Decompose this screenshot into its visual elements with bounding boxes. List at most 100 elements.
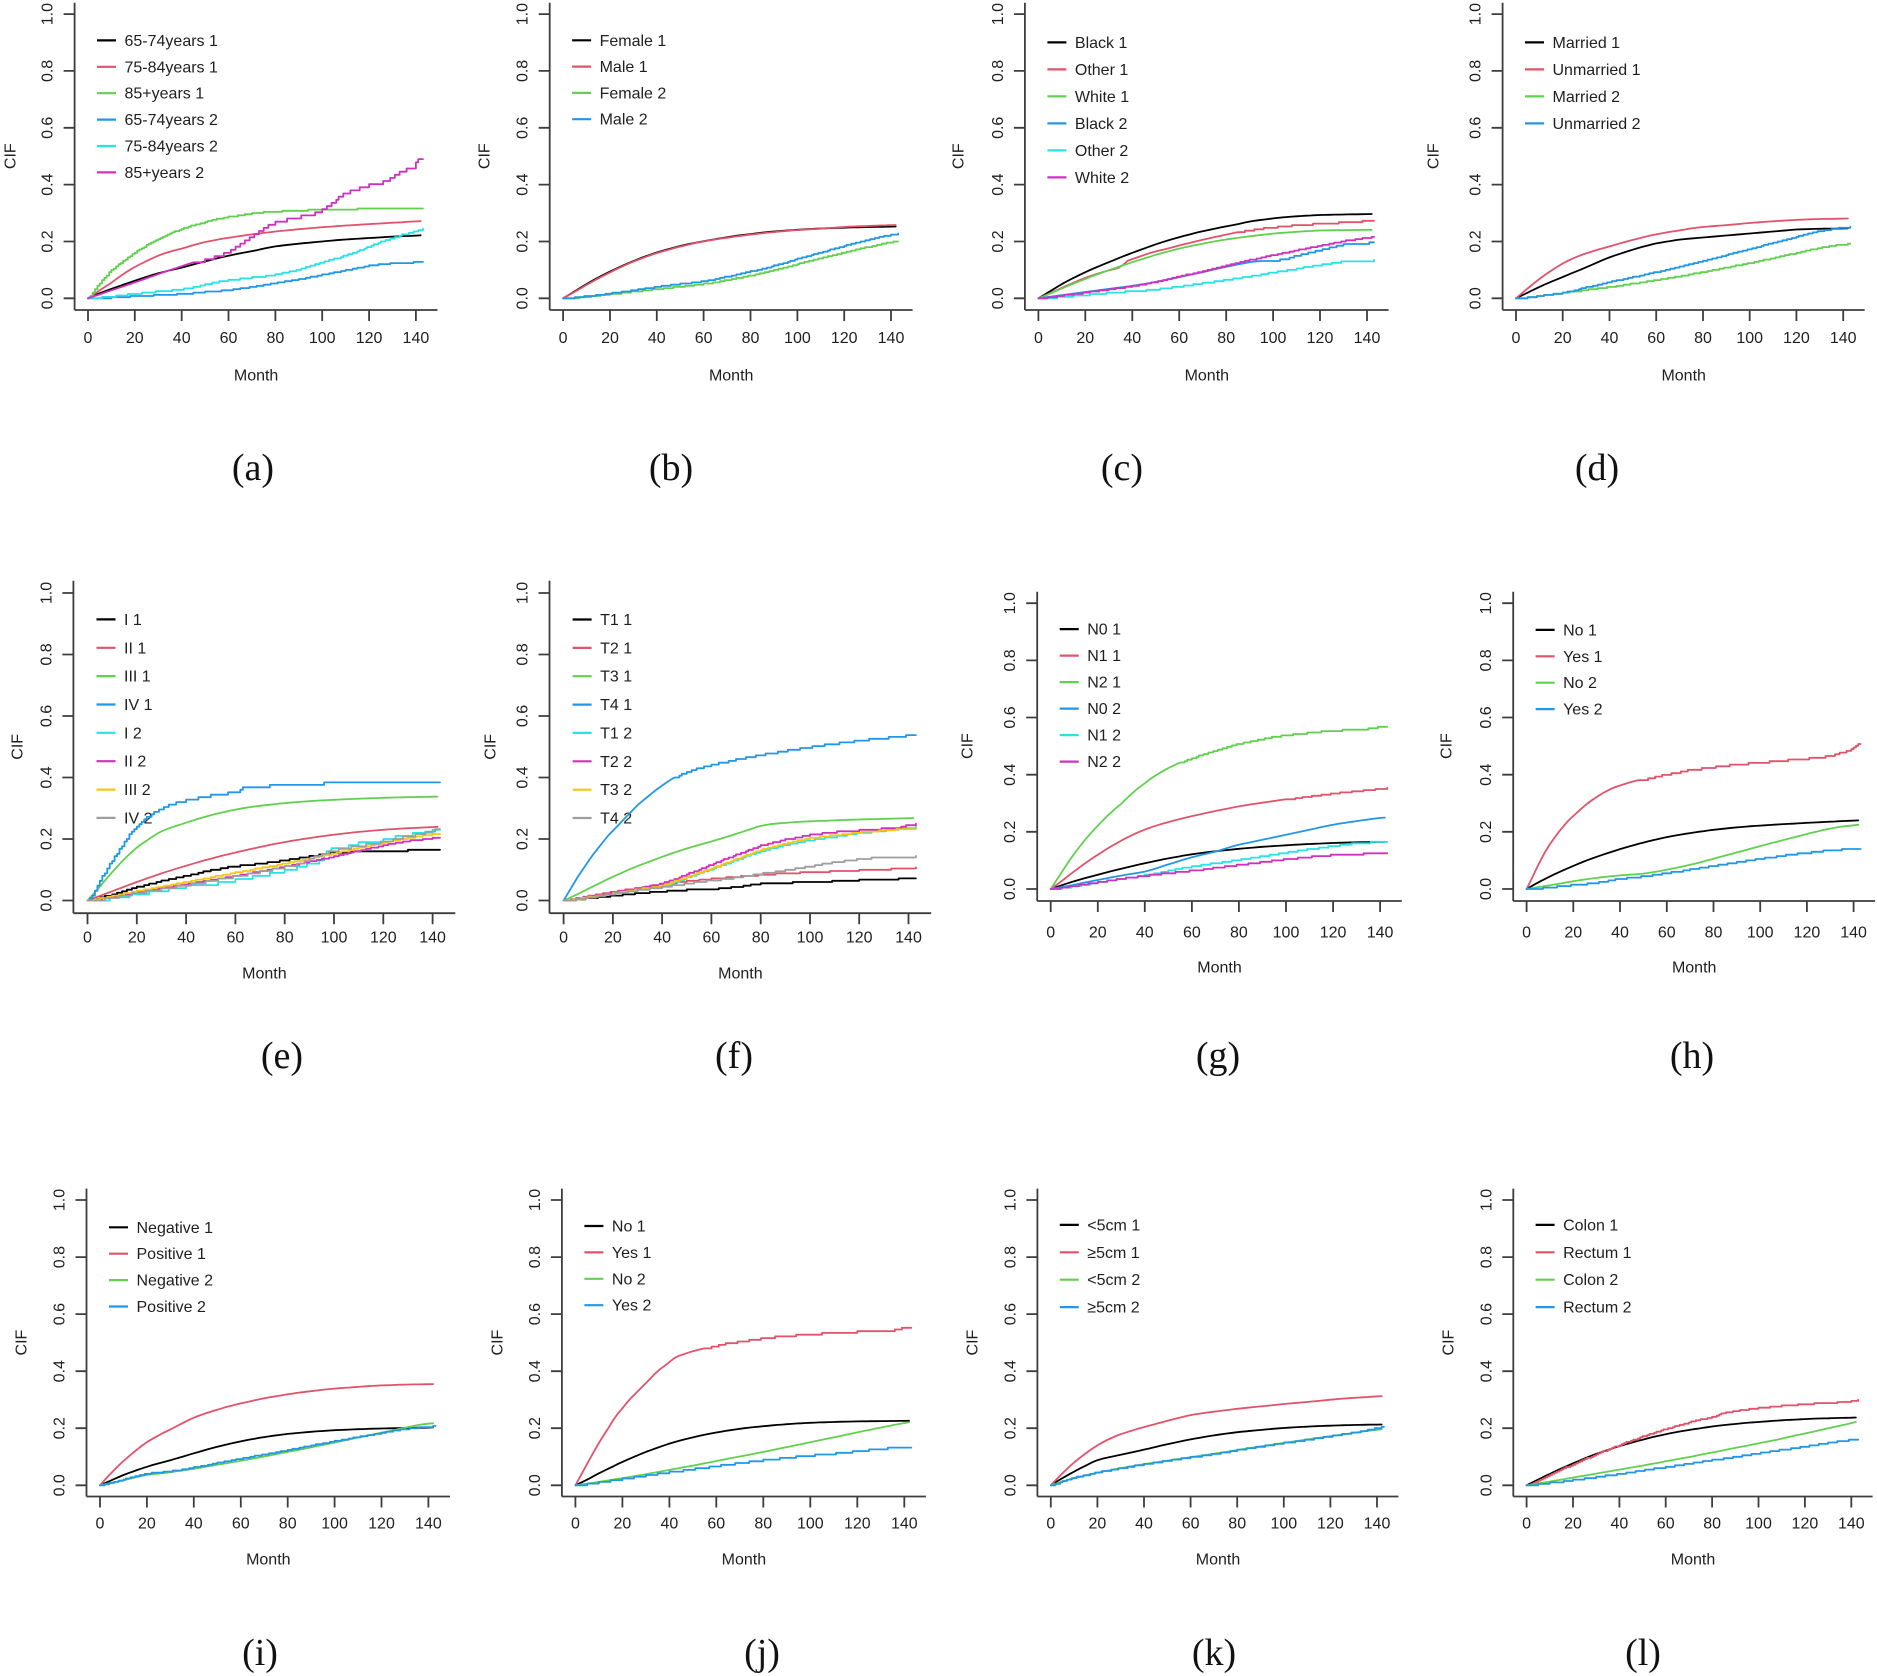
- svg-text:0.8: 0.8: [52, 1246, 69, 1268]
- svg-text:0.0: 0.0: [52, 1474, 69, 1496]
- svg-text:CIF: CIF: [10, 734, 27, 760]
- svg-text:20: 20: [128, 930, 146, 947]
- svg-text:Month: Month: [246, 1552, 290, 1569]
- svg-text:20: 20: [604, 930, 622, 947]
- svg-text:0.8: 0.8: [515, 60, 532, 82]
- svg-text:II 2: II 2: [124, 754, 146, 771]
- svg-text:CIF: CIF: [1441, 1329, 1458, 1355]
- svg-text:Unmarried 1: Unmarried 1: [1553, 62, 1641, 79]
- svg-text:80: 80: [742, 330, 760, 347]
- svg-text:1.0: 1.0: [515, 3, 532, 25]
- svg-text:20: 20: [1089, 925, 1107, 942]
- svg-text:1.0: 1.0: [1002, 592, 1019, 614]
- svg-text:0.2: 0.2: [1468, 230, 1485, 252]
- svg-text:T1 2: T1 2: [600, 725, 632, 742]
- svg-text:120: 120: [1307, 330, 1334, 347]
- svg-text:Month: Month: [242, 966, 286, 983]
- svg-text:T1 1: T1 1: [600, 612, 632, 629]
- svg-text:No 2: No 2: [612, 1271, 646, 1288]
- svg-text:CIF: CIF: [483, 734, 500, 760]
- svg-text:0: 0: [1046, 925, 1055, 942]
- svg-text:80: 80: [1694, 330, 1712, 347]
- svg-text:0.0: 0.0: [1468, 287, 1485, 309]
- svg-text:Other 2: Other 2: [1075, 143, 1128, 160]
- svg-text:1.0: 1.0: [1478, 1189, 1495, 1211]
- svg-text:40: 40: [653, 930, 671, 947]
- svg-text:60: 60: [1657, 1516, 1675, 1533]
- svg-text:CIF: CIF: [1439, 733, 1456, 759]
- svg-text:0.8: 0.8: [990, 60, 1007, 82]
- svg-text:1.0: 1.0: [1478, 592, 1495, 614]
- svg-text:White 2: White 2: [1075, 170, 1129, 187]
- svg-text:Month: Month: [1671, 1552, 1715, 1569]
- svg-text:0.4: 0.4: [1478, 763, 1495, 785]
- svg-text:N2 1: N2 1: [1087, 675, 1121, 692]
- svg-text:Yes 1: Yes 1: [612, 1245, 652, 1262]
- svg-text:Rectum 1: Rectum 1: [1563, 1245, 1632, 1262]
- svg-text:Month: Month: [1185, 368, 1229, 385]
- svg-text:0.4: 0.4: [52, 1360, 69, 1382]
- svg-text:≥5cm 2: ≥5cm 2: [1087, 1300, 1139, 1317]
- svg-text:Positive 2: Positive 2: [137, 1299, 206, 1316]
- svg-text:II 1: II 1: [124, 640, 146, 657]
- svg-text:0.6: 0.6: [1478, 706, 1495, 728]
- svg-text:20: 20: [1564, 925, 1582, 942]
- svg-text:Month: Month: [709, 368, 753, 385]
- svg-text:120: 120: [1783, 330, 1810, 347]
- svg-text:Yes 2: Yes 2: [612, 1298, 652, 1315]
- svg-text:100: 100: [1736, 330, 1763, 347]
- svg-text:40: 40: [1123, 330, 1141, 347]
- svg-text:20: 20: [126, 330, 144, 347]
- svg-text:0.8: 0.8: [40, 60, 57, 82]
- svg-text:Month: Month: [1661, 368, 1705, 385]
- svg-text:0.2: 0.2: [1478, 1417, 1495, 1439]
- svg-text:65-74years 1: 65-74years 1: [125, 33, 218, 50]
- svg-text:140: 140: [891, 1516, 918, 1533]
- svg-text:N0 2: N0 2: [1087, 701, 1121, 718]
- svg-text:T4 2: T4 2: [600, 811, 632, 828]
- svg-text:0.4: 0.4: [1002, 763, 1019, 785]
- svg-text:0.4: 0.4: [1002, 1360, 1019, 1382]
- svg-text:20: 20: [1554, 330, 1572, 347]
- svg-text:0.8: 0.8: [38, 643, 55, 665]
- svg-text:60: 60: [703, 930, 721, 947]
- svg-text:0.0: 0.0: [38, 889, 55, 911]
- svg-text:1.0: 1.0: [990, 3, 1007, 25]
- svg-text:0.6: 0.6: [40, 117, 57, 139]
- svg-text:Other 1: Other 1: [1075, 62, 1128, 79]
- svg-text:T4 1: T4 1: [600, 697, 632, 714]
- svg-text:0.6: 0.6: [527, 1303, 544, 1325]
- svg-text:N0 1: N0 1: [1087, 622, 1121, 639]
- svg-text:100: 100: [1745, 1516, 1772, 1533]
- svg-text:60: 60: [1183, 925, 1201, 942]
- svg-text:(j): (j): [744, 1632, 780, 1674]
- svg-text:0.2: 0.2: [1002, 1417, 1019, 1439]
- svg-text:40: 40: [648, 330, 666, 347]
- svg-text:0.6: 0.6: [38, 705, 55, 727]
- svg-text:CIF: CIF: [1426, 143, 1443, 169]
- svg-text:100: 100: [784, 330, 811, 347]
- svg-text:IV 1: IV 1: [124, 697, 153, 714]
- svg-text:100: 100: [321, 930, 348, 947]
- svg-text:CIF: CIF: [3, 143, 20, 169]
- svg-text:1.0: 1.0: [40, 3, 57, 25]
- svg-text:120: 120: [1794, 925, 1821, 942]
- svg-text:60: 60: [220, 330, 238, 347]
- svg-text:CIF: CIF: [490, 1329, 507, 1355]
- svg-text:T2 1: T2 1: [600, 640, 632, 657]
- svg-text:0: 0: [96, 1516, 105, 1533]
- svg-text:140: 140: [415, 1516, 442, 1533]
- svg-text:80: 80: [1703, 1516, 1721, 1533]
- svg-text:0: 0: [571, 1516, 580, 1533]
- svg-text:1.0: 1.0: [1468, 3, 1485, 25]
- svg-text:0.0: 0.0: [527, 1474, 544, 1496]
- svg-text:Month: Month: [1672, 960, 1716, 977]
- svg-text:(a): (a): [232, 447, 274, 489]
- svg-text:140: 140: [1838, 1516, 1865, 1533]
- svg-text:Positive 1: Positive 1: [137, 1246, 206, 1263]
- svg-text:(g): (g): [1196, 1035, 1240, 1077]
- svg-text:0.6: 0.6: [52, 1303, 69, 1325]
- svg-text:0.6: 0.6: [1478, 1303, 1495, 1325]
- svg-text:<5cm 2: <5cm 2: [1087, 1272, 1140, 1289]
- svg-text:0.0: 0.0: [1478, 1474, 1495, 1496]
